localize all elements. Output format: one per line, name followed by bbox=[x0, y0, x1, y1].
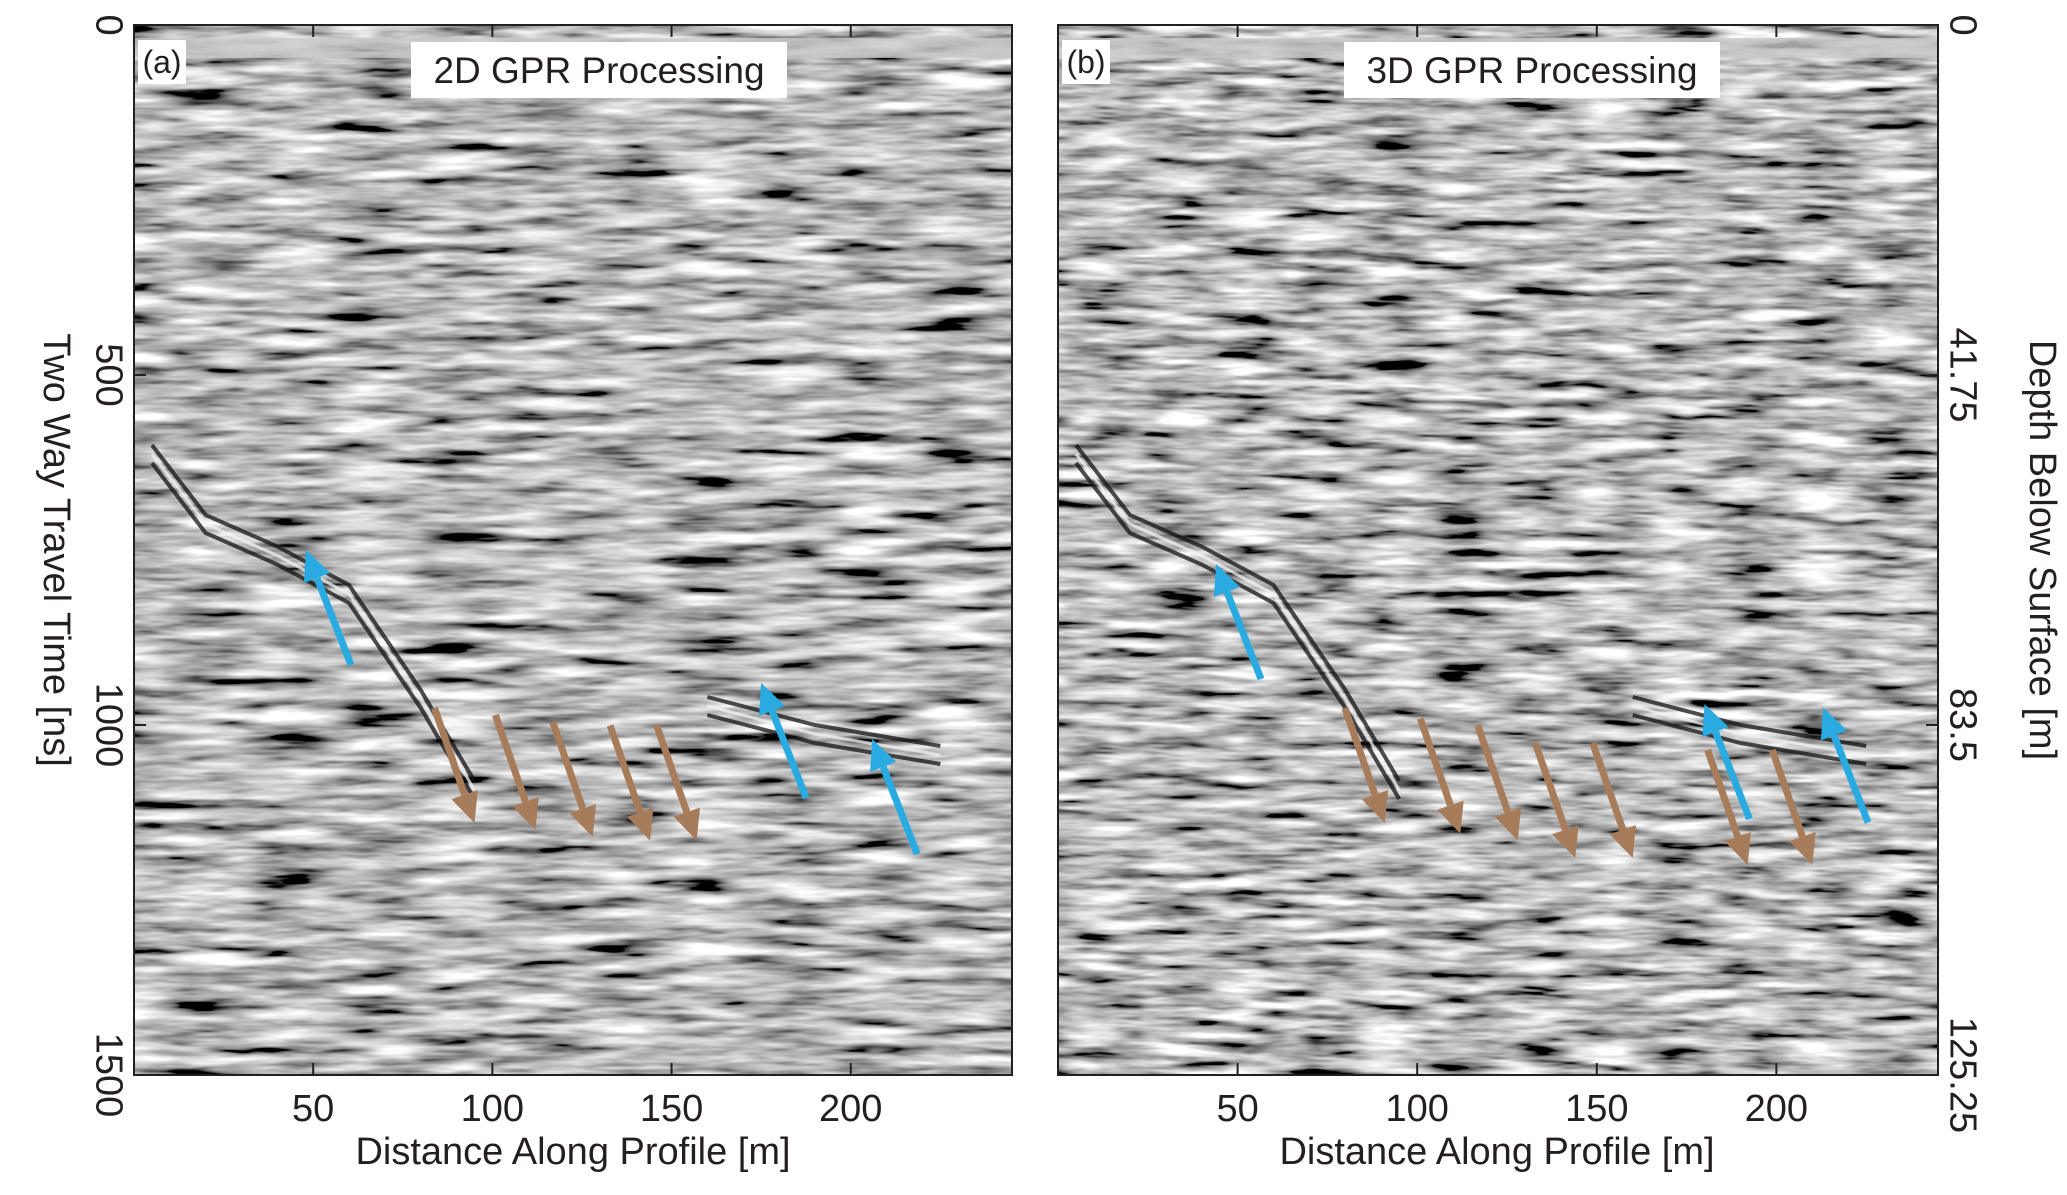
brown-arrow-shaft bbox=[1341, 706, 1379, 796]
x-tick-label: 50 bbox=[1216, 1088, 1258, 1130]
blue-arrow-shaft bbox=[313, 576, 355, 667]
y-tick-label: 0 bbox=[1942, 14, 1984, 35]
brown-arrow-head bbox=[512, 797, 539, 830]
title-box-b bbox=[1344, 42, 1720, 98]
panel-a: 2D GPR Processing (a) 50 100 150 200 0 500 100… bbox=[35, 14, 1013, 1173]
y-tick-label: 41.75 bbox=[1942, 327, 1984, 422]
panel-title-b: 3D GPR Processing bbox=[1366, 50, 1697, 91]
brown-arrow-head bbox=[673, 807, 701, 841]
panel-letter-a: (a) bbox=[142, 44, 181, 80]
reflector-streak bbox=[1632, 704, 1867, 757]
brown-arrow-head bbox=[1361, 790, 1389, 823]
panel-letter-box-a bbox=[138, 40, 186, 84]
brown-arrow-shaft bbox=[1474, 724, 1512, 814]
y-tick-label: 1000 bbox=[88, 683, 130, 768]
axes-frame-a bbox=[133, 24, 1013, 1076]
reflector-streak bbox=[1074, 453, 1401, 791]
brown-arrow-shaft bbox=[1768, 748, 1806, 838]
brown-arrow-head bbox=[1494, 807, 1522, 841]
reflector-streak bbox=[1074, 461, 1401, 801]
brown-arrow-shaft bbox=[492, 713, 529, 803]
brown-arrow-shaft bbox=[1589, 741, 1627, 831]
blue-arrow-head bbox=[1702, 704, 1729, 738]
blue-arrow-shaft bbox=[768, 709, 810, 800]
brown-arrow-head bbox=[1609, 825, 1637, 858]
brown-arrow-head bbox=[1789, 832, 1816, 865]
brown-arrow-shaft bbox=[606, 724, 644, 814]
reflector-streak bbox=[706, 695, 941, 748]
blue-arrow-head bbox=[1820, 707, 1848, 741]
x-tick-label: 200 bbox=[819, 1088, 882, 1130]
brown-arrow-head bbox=[1724, 832, 1751, 865]
brown-arrow-shaft bbox=[653, 724, 691, 814]
x-axis-label-b: Distance Along Profile [m] bbox=[1279, 1131, 1714, 1173]
brown-arrow-shaft bbox=[1531, 741, 1569, 831]
x-tick-label: 150 bbox=[640, 1088, 703, 1130]
reflectors-b bbox=[1074, 443, 1867, 801]
x-tick-label: 100 bbox=[1385, 1088, 1448, 1130]
arrows-b bbox=[1213, 564, 1872, 865]
brown-arrow-shaft bbox=[431, 706, 468, 796]
blue-arrow-shaft bbox=[1712, 730, 1753, 821]
y-axis-label-a: Two Way Travel Time [ns] bbox=[35, 333, 77, 767]
brown-arrow-head bbox=[569, 804, 597, 837]
reflector-streak bbox=[150, 461, 477, 801]
y-tick-label: 83.5 bbox=[1942, 688, 1984, 762]
reflector-streak bbox=[1074, 443, 1401, 783]
brown-arrow-head bbox=[1437, 800, 1464, 834]
ticks-a: 50 100 150 200 0 500 1000 1500 bbox=[88, 14, 883, 1130]
reflector-streak bbox=[707, 704, 941, 757]
blue-arrow-shaft bbox=[1830, 734, 1872, 824]
y-tick-label: 125.25 bbox=[1942, 1017, 1984, 1133]
blue-arrow-head bbox=[1213, 564, 1241, 598]
blue-arrow-head bbox=[870, 739, 897, 773]
reflectors-a bbox=[150, 443, 941, 801]
blue-arrow-shaft bbox=[1223, 590, 1265, 681]
brown-arrow-head bbox=[626, 807, 654, 841]
x-tick-label: 100 bbox=[461, 1088, 524, 1130]
y-tick-label: 1500 bbox=[88, 1033, 130, 1118]
axes-frame-b bbox=[1057, 24, 1939, 1076]
reflector-streak bbox=[1632, 713, 1867, 766]
title-box-a bbox=[411, 42, 787, 98]
blue-arrow-head bbox=[759, 683, 786, 717]
x-tick-label: 50 bbox=[292, 1088, 334, 1130]
brown-arrow-head bbox=[451, 790, 478, 823]
panel-letter-box-b bbox=[1062, 40, 1110, 84]
blue-arrow-head bbox=[303, 550, 330, 584]
brown-arrow-head bbox=[1552, 825, 1579, 858]
reflector-streak bbox=[706, 713, 941, 766]
ticks-b: 50 100 150 200 0 41.75 83.5 125.25 bbox=[1216, 14, 1983, 1133]
panel-letter-b: (b) bbox=[1066, 44, 1105, 80]
x-tick-label: 150 bbox=[1565, 1088, 1628, 1130]
panel-b: 3D GPR Processing (b) 50 100 150 200 0 41.75 8… bbox=[1057, 14, 2063, 1173]
y-tick-label: 0 bbox=[88, 14, 130, 35]
y-axis-label-b: Depth Below Surface [m] bbox=[2021, 340, 2063, 760]
panel-title-a: 2D GPR Processing bbox=[433, 50, 764, 91]
brown-arrow-shaft bbox=[549, 720, 587, 810]
blue-arrow-shaft bbox=[879, 765, 921, 856]
y-tick-label: 500 bbox=[88, 343, 130, 406]
x-tick-label: 200 bbox=[1745, 1088, 1808, 1130]
arrows-a bbox=[303, 550, 921, 856]
brown-arrow-shaft bbox=[1416, 717, 1454, 807]
x-axis-label-a: Distance Along Profile [m] bbox=[355, 1131, 790, 1173]
brown-arrow-shaft bbox=[1704, 748, 1742, 838]
